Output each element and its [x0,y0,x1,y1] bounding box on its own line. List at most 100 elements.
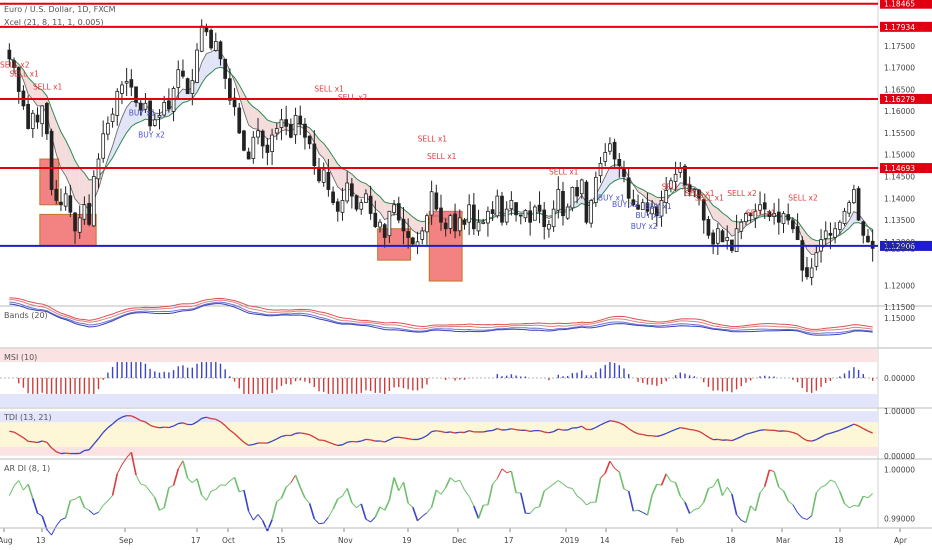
candle-body[interactable] [124,81,129,84]
candle-body[interactable] [837,221,842,230]
candle-body[interactable] [209,29,213,49]
price-pane[interactable]: 1.18465 1.17934 1.16279 1.14693 1.12906 SELL … [0,0,932,286]
candle-body[interactable] [157,115,162,118]
candle-body[interactable] [228,78,232,101]
candle-body[interactable] [744,213,748,223]
candle-body[interactable] [603,152,608,162]
candle-body[interactable] [870,240,875,249]
candle-body[interactable] [720,230,725,243]
candle-body[interactable] [687,184,692,193]
candle-body[interactable] [439,207,443,223]
candle-body[interactable] [368,195,373,214]
candle-body[interactable] [364,193,368,203]
candle-body[interactable] [739,221,744,232]
candle-body[interactable] [532,206,537,221]
candle-body[interactable] [753,210,758,219]
candle-body[interactable] [856,188,861,221]
candle-body[interactable] [523,210,528,219]
candle-body[interactable] [274,128,279,134]
candle-body[interactable] [664,190,669,204]
candle-body[interactable] [317,166,321,182]
candle-body[interactable] [725,237,730,241]
candle-body[interactable] [828,232,833,236]
candle-body[interactable] [106,122,110,135]
candle-body[interactable] [654,206,659,217]
candle-body[interactable] [453,213,457,232]
sell-signal[interactable]: SELL x1 [427,152,457,161]
candle-body[interactable] [579,179,584,195]
sell-signal[interactable]: SELL x1 [418,135,448,144]
candle-body[interactable] [293,115,298,136]
candle-body[interactable] [823,230,828,239]
candle-body[interactable] [16,67,21,92]
candle-body[interactable] [809,267,814,278]
candle-body[interactable] [495,195,500,217]
candle-body[interactable] [612,141,617,160]
sell-signal[interactable]: SELL x1 [314,85,344,94]
candle-body[interactable] [800,240,805,271]
candle-body[interactable] [833,228,837,238]
candle-body[interactable] [260,130,265,147]
candle-body[interactable] [110,113,115,122]
bands-pane[interactable]: Bands (20) 1.15000 [4,297,915,336]
candle-body[interactable] [199,25,204,52]
candle-body[interactable] [448,215,453,229]
candle-body[interactable] [476,221,481,232]
candle-body[interactable] [772,213,776,217]
candle-body[interactable] [87,203,91,225]
candle-body[interactable] [518,214,523,217]
sell-signal[interactable]: SELL x1 [685,189,715,198]
candle-body[interactable] [49,130,54,190]
candle-body[interactable] [457,217,462,232]
candle-body[interactable] [91,176,96,227]
candle-body[interactable] [734,228,739,253]
candle-body[interactable] [45,103,49,135]
buy-signal[interactable]: BUY x1 [635,211,662,220]
sell-signal[interactable]: SELL x1 [33,82,63,91]
sell-signal[interactable]: SELL x1 [746,209,776,218]
candle-body[interactable] [7,49,12,60]
candle-body[interactable] [504,208,509,223]
candle-body[interactable] [542,209,547,227]
candle-body[interactable] [514,202,518,216]
candle-body[interactable] [354,195,359,210]
candle-body[interactable] [307,135,312,145]
candle-body[interactable] [298,115,303,125]
candle-body[interactable] [509,200,514,210]
candle-body[interactable] [852,189,856,204]
candle-body[interactable] [551,208,556,228]
candle-body[interactable] [584,181,589,223]
candle-body[interactable] [378,221,382,228]
candle-body[interactable] [805,267,809,278]
candle-body[interactable] [589,200,593,224]
candle-body[interactable] [223,58,228,79]
candle-body[interactable] [345,182,350,202]
candle-body[interactable] [289,124,293,138]
buy-signal[interactable]: BUY x1 [645,202,672,211]
candle-body[interactable] [120,84,124,94]
buy-signal[interactable]: BUY x1 [598,193,625,202]
candle-body[interactable] [561,191,565,217]
candle-body[interactable] [490,209,495,214]
candle-body[interactable] [617,158,622,166]
buy-signal[interactable]: BUY x2 [612,200,639,209]
candle-body[interactable] [40,105,45,125]
candle-body[interactable] [321,169,326,183]
candle-body[interactable] [776,211,781,223]
candle-body[interactable] [650,206,654,215]
candle-body[interactable] [134,86,138,103]
candle-body[interactable] [645,202,650,212]
candle-body[interactable] [673,173,678,182]
candle-body[interactable] [861,221,866,236]
candle-body[interactable] [500,195,504,223]
candle-body[interactable] [471,204,476,230]
candle-body[interactable] [382,224,387,238]
candle-body[interactable] [242,130,246,151]
candle-body[interactable] [429,191,434,216]
sell-signal[interactable]: SELL x2 [0,61,30,70]
candle-body[interactable] [190,80,195,94]
candle-body[interactable] [715,228,720,244]
candle-body[interactable] [640,202,645,211]
candle-body[interactable] [237,107,242,134]
